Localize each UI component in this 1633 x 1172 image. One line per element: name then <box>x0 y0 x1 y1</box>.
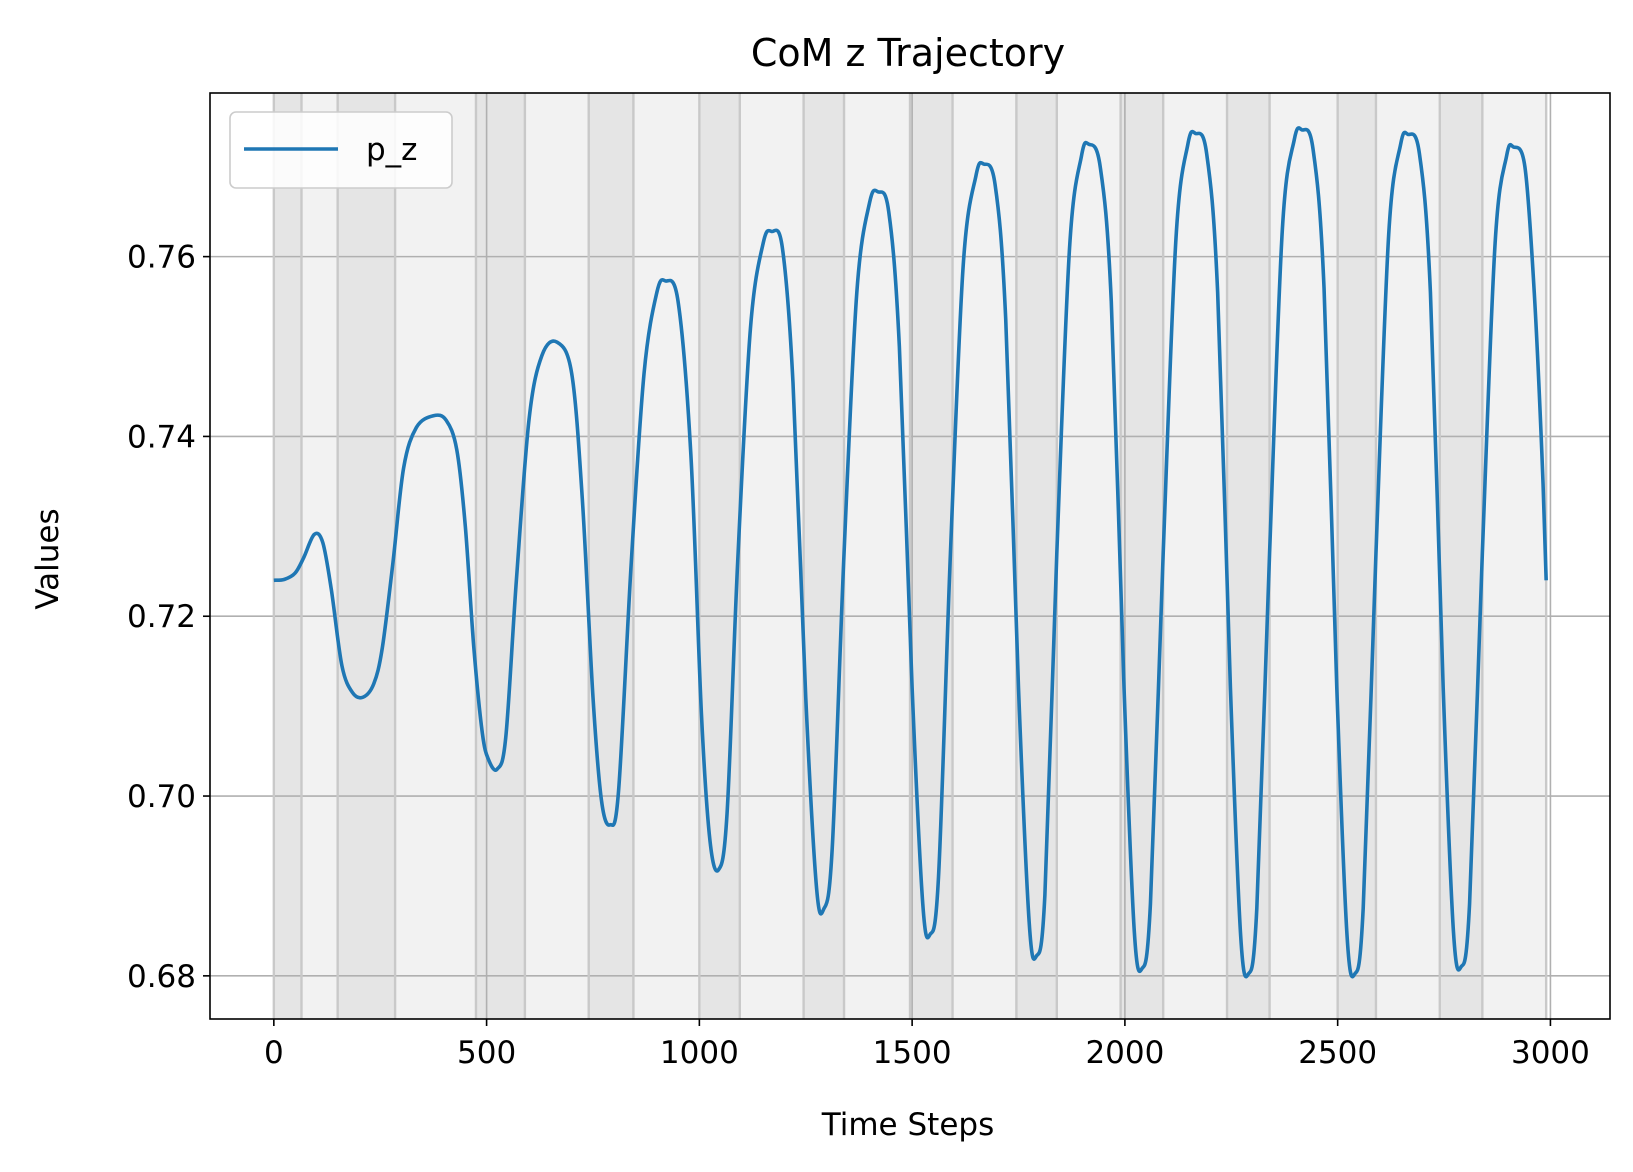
y-tick-label: 0.70 <box>127 779 196 815</box>
y-axis-label: Values <box>30 508 66 609</box>
phase-band <box>524 93 589 1019</box>
x-axis-label: Time Steps <box>821 1107 994 1143</box>
phase-band <box>1163 93 1228 1019</box>
phase-band <box>273 93 302 1019</box>
phase-band <box>1227 93 1270 1019</box>
phase-band <box>395 93 476 1019</box>
y-tick-label: 0.72 <box>127 599 196 635</box>
legend: p_z <box>229 111 453 189</box>
phase-band <box>1269 93 1338 1019</box>
x-tick-label: 2000 <box>1085 1035 1164 1071</box>
phase-band <box>844 93 910 1019</box>
x-tick-label: 500 <box>457 1035 516 1071</box>
y-axis-ticks: 0.68 0.70 0.72 0.74 0.76 <box>127 240 210 995</box>
phase-band <box>739 93 804 1019</box>
x-tick-label: 1500 <box>873 1035 952 1071</box>
x-tick-label: 0 <box>264 1035 284 1071</box>
phase-band <box>1482 93 1547 1019</box>
phase-band <box>588 93 634 1019</box>
legend-box <box>229 111 453 189</box>
x-axis-ticks: 0 500 1000 1500 2000 2500 3000 <box>264 1019 1590 1071</box>
y-tick-label: 0.74 <box>127 419 196 455</box>
y-tick-label: 0.68 <box>127 959 196 995</box>
phase-band <box>910 93 953 1019</box>
plot-area <box>209 92 1611 1020</box>
phase-band <box>952 93 1017 1019</box>
series-line-p_z <box>273 126 1548 979</box>
phase-band <box>1016 93 1057 1019</box>
axes-frame <box>209 92 1611 1020</box>
x-tick-label: 2500 <box>1298 1035 1377 1071</box>
phase-band <box>301 93 338 1019</box>
phase-band <box>1375 93 1440 1019</box>
x-tick-label: 3000 <box>1511 1035 1590 1071</box>
phase-band <box>1056 93 1121 1019</box>
phase-band <box>1439 93 1483 1019</box>
y-tick-label: 0.76 <box>127 240 196 276</box>
phase-band <box>1120 93 1164 1019</box>
phase-band <box>633 93 700 1019</box>
x-tick-label: 1000 <box>660 1035 739 1071</box>
phase-band <box>337 93 396 1019</box>
phase-band <box>699 93 740 1019</box>
phase-bands <box>273 93 1547 1019</box>
chart-title: CoM z Trajectory <box>751 31 1065 75</box>
legend-label-p_z: p_z <box>366 132 417 168</box>
phase-band <box>803 93 845 1019</box>
